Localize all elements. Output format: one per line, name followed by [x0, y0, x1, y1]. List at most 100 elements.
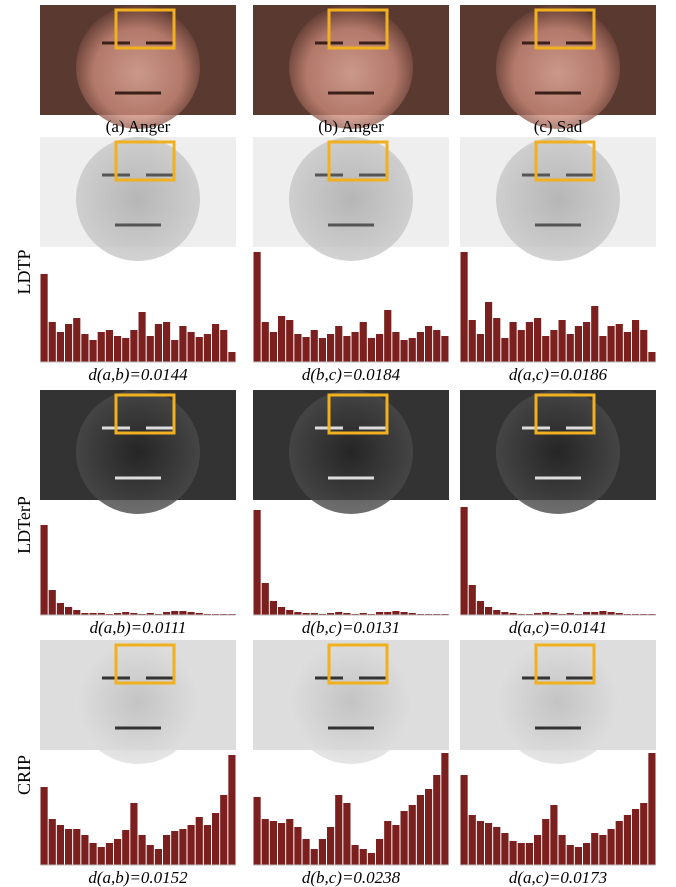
histogram-bar [278, 316, 285, 362]
histogram-bar [311, 849, 318, 865]
histogram-bar [510, 322, 517, 362]
histogram-bar [90, 340, 97, 362]
histogram-bar [441, 753, 448, 865]
histogram-bar [352, 845, 359, 865]
row-label: LDTerP [14, 496, 34, 554]
histogram-bar [392, 332, 399, 362]
histogram-bar [270, 601, 277, 615]
histogram-bar [608, 326, 615, 362]
histogram-bar [510, 841, 517, 865]
histogram-bar [196, 817, 203, 865]
histogram-bar [493, 318, 500, 362]
histogram-bar [188, 825, 195, 865]
histogram-bar [648, 352, 655, 362]
histogram-bar [179, 829, 186, 865]
histogram-bar [254, 797, 261, 865]
histogram-bar [485, 302, 492, 362]
column-label: (b) Anger [318, 117, 384, 136]
caption: d(a,b)=0.0111 [90, 618, 187, 637]
histogram-bar [477, 601, 484, 615]
histogram-bar [65, 607, 72, 615]
histogram-bar [57, 603, 64, 615]
histogram-bar [550, 330, 557, 362]
histogram-bar [384, 310, 391, 362]
face [496, 137, 620, 261]
histogram-bar [327, 827, 334, 865]
histogram-bar [417, 795, 424, 865]
histogram-bar [262, 322, 269, 362]
column-label: (c) Sad [534, 117, 583, 136]
histogram-bar [616, 324, 623, 362]
row-label: CRIP [14, 755, 34, 795]
histogram-bar [640, 330, 647, 362]
histogram-bar [335, 326, 342, 362]
histogram-bar [624, 815, 631, 865]
histogram-bar [155, 324, 162, 362]
histogram-bar [294, 334, 301, 362]
histogram-bar [57, 825, 64, 865]
histogram-bar [179, 611, 186, 615]
histogram-bar [155, 849, 162, 865]
histogram-bar [228, 755, 235, 865]
histogram-bar [648, 753, 655, 865]
histogram-bar [392, 611, 399, 615]
row-label: LDTP [14, 250, 34, 295]
histogram-bar [294, 827, 301, 865]
histogram-bar [163, 322, 170, 362]
histogram-bar [376, 334, 383, 362]
histogram-bar [360, 322, 367, 362]
histogram-bar [469, 815, 476, 865]
histogram-bar [433, 330, 440, 362]
face [496, 5, 620, 129]
histogram-bar [583, 843, 590, 865]
histogram-bar [147, 336, 154, 362]
histogram-bar [319, 338, 326, 362]
histogram-bar [485, 823, 492, 865]
histogram-bar [493, 610, 500, 615]
face [496, 640, 620, 764]
face [289, 137, 413, 261]
histogram-bar [114, 839, 121, 865]
histogram-bar [567, 334, 574, 362]
histogram-bar [130, 330, 137, 362]
histogram-bar [212, 324, 219, 362]
histogram-bar [599, 336, 606, 362]
histogram-bar [469, 320, 476, 362]
histogram-bar [171, 831, 178, 865]
histogram-bar [98, 847, 105, 865]
histogram-bar [73, 610, 80, 615]
histogram-bar [575, 326, 582, 362]
histogram-bar [130, 803, 137, 865]
histogram-bar [90, 843, 97, 865]
histogram-bar [632, 320, 639, 362]
histogram-bar [286, 320, 293, 362]
histogram-bar [65, 324, 72, 362]
histogram-bar [319, 839, 326, 865]
histogram-bar [49, 819, 56, 865]
histogram-bar [254, 510, 261, 615]
histogram-bar [599, 835, 606, 865]
histogram-bar [220, 330, 227, 362]
histogram-bar [401, 340, 408, 362]
histogram-bar [81, 334, 88, 362]
histogram-bar [583, 322, 590, 362]
face [76, 5, 200, 129]
histogram-bar [433, 775, 440, 865]
face [289, 390, 413, 514]
histogram-bar [286, 819, 293, 865]
histogram-bar [41, 787, 48, 865]
histogram-bar [343, 336, 350, 362]
histogram-bar [228, 352, 235, 362]
histogram-bar [392, 825, 399, 865]
histogram-bar [376, 839, 383, 865]
caption: d(a,c)=0.0173 [509, 868, 607, 887]
histogram-bar [469, 585, 476, 615]
histogram-bar [559, 835, 566, 865]
caption: d(a,b)=0.0144 [88, 365, 188, 384]
caption: d(a,b)=0.0152 [88, 868, 188, 887]
histogram-bar [575, 847, 582, 865]
histogram-bar [73, 318, 80, 362]
histogram-bar [518, 330, 525, 362]
histogram-bar [303, 839, 310, 865]
histogram-bar [196, 337, 203, 362]
